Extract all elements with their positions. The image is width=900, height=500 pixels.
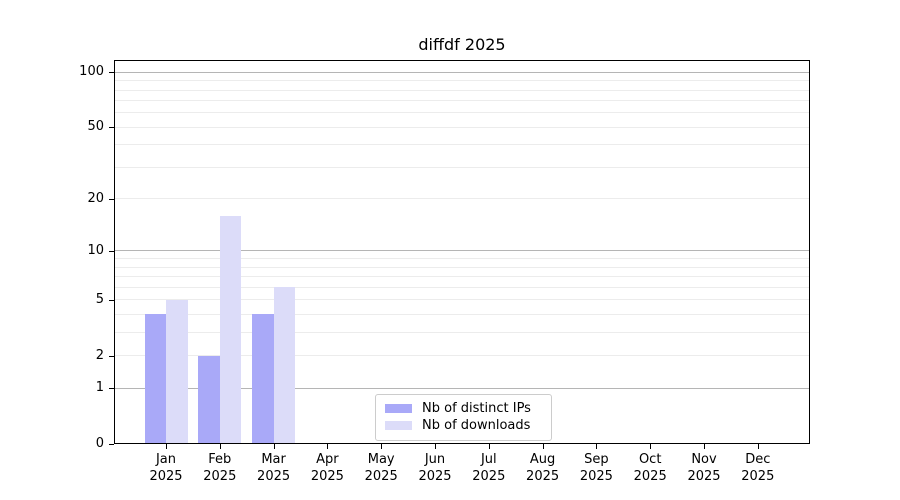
bar-distinct-ips [198, 355, 220, 444]
minor-gridline [115, 100, 809, 102]
bar-downloads [219, 215, 242, 444]
legend-label: Nb of distinct IPs [422, 401, 531, 416]
y-axis-tick-label: 10 [87, 242, 104, 258]
y-axis-tick [109, 355, 114, 357]
y-axis-tick [109, 250, 114, 252]
bar-downloads [166, 299, 188, 444]
month-label: Jun [424, 452, 446, 467]
legend-swatch [385, 404, 412, 413]
minor-gridline [115, 80, 809, 82]
y-axis-tick [109, 444, 114, 445]
chart-title: diffdf 2025 [418, 35, 506, 54]
y-axis-tick [109, 198, 114, 200]
x-axis-tick-label: Oct 2025 [620, 451, 680, 485]
month-label: Mar [261, 452, 286, 467]
y-axis-tick [109, 299, 114, 301]
y-axis-tick-label: 100 [79, 64, 104, 80]
bar-distinct-ips [144, 314, 166, 444]
year-label: 2025 [310, 469, 344, 484]
year-label: 2025 [418, 469, 452, 484]
x-axis-tick-label: Jul 2025 [459, 451, 519, 485]
year-label: 2025 [257, 469, 291, 484]
minor-gridline [115, 112, 809, 114]
y-axis-tick [109, 388, 114, 390]
minor-gridline [115, 299, 809, 301]
x-axis-tick [381, 444, 383, 449]
year-label: 2025 [741, 469, 775, 484]
year-label: 2025 [687, 469, 721, 484]
y-axis-tick-label: 5 [95, 291, 104, 307]
minor-gridline [115, 198, 809, 200]
x-axis-tick [488, 444, 490, 449]
x-axis-tick-label: Nov 2025 [674, 451, 734, 485]
x-axis-tick-label: May 2025 [351, 451, 411, 485]
x-axis-tick-label: Jun 2025 [405, 451, 465, 485]
y-axis-tick-label: 50 [87, 119, 104, 135]
x-axis-tick [757, 444, 759, 449]
minor-gridline [115, 89, 809, 91]
minor-gridline [115, 331, 809, 333]
major-gridline [115, 250, 809, 252]
year-label: 2025 [579, 469, 613, 484]
minor-gridline [115, 126, 809, 128]
year-label: 2025 [203, 469, 237, 484]
month-label: Jan [155, 452, 177, 467]
month-label: Dec [745, 452, 771, 467]
bar-distinct-ips [252, 314, 274, 444]
x-axis-tick [273, 444, 275, 449]
x-axis-tick [327, 444, 329, 449]
x-axis-tick [596, 444, 598, 449]
legend-swatch [385, 421, 412, 430]
x-axis-tick [219, 444, 221, 449]
y-axis-tick [109, 127, 114, 129]
month-label: May [367, 452, 395, 467]
x-axis-tick-label: Feb 2025 [190, 451, 250, 485]
year-label: 2025 [149, 469, 183, 484]
month-label: Jul [480, 452, 497, 467]
year-label: 2025 [472, 469, 506, 484]
major-gridline [115, 387, 809, 389]
y-axis-tick-label: 0 [95, 436, 104, 451]
minor-gridline [115, 266, 809, 268]
minor-gridline [115, 276, 809, 278]
x-axis-tick [704, 444, 705, 449]
y-axis-tick [109, 72, 114, 74]
year-label: 2025 [526, 469, 560, 484]
year-label: 2025 [364, 469, 398, 484]
x-axis-tick-label: Aug 2025 [513, 451, 573, 485]
legend-entry: Nb of downloads [385, 417, 542, 434]
x-axis-tick-label: Jan 2025 [136, 451, 196, 485]
y-axis-tick-label: 20 [87, 190, 104, 206]
month-label: Feb [208, 452, 232, 467]
x-axis-tick [435, 444, 436, 449]
major-gridline [115, 71, 809, 73]
month-label: Aug [529, 452, 556, 467]
y-axis-tick-label: 2 [95, 347, 104, 363]
y-axis-tick-label: 1 [95, 380, 104, 396]
x-axis-tick-label: Apr 2025 [297, 451, 357, 485]
x-axis-tick-label: Mar 2025 [244, 451, 304, 485]
plot-frame [114, 60, 810, 444]
legend-entry: Nb of distinct IPs [385, 400, 542, 417]
month-label: Apr [316, 452, 339, 467]
x-axis-tick [650, 444, 652, 449]
minor-gridline [115, 313, 809, 315]
month-label: Sep [584, 452, 609, 467]
minor-gridline [115, 167, 809, 168]
x-axis-tick-label: Sep 2025 [566, 451, 626, 485]
month-label: Oct [638, 452, 662, 467]
legend-label: Nb of downloads [422, 418, 531, 433]
bar-downloads [273, 287, 296, 444]
chart-legend: Nb of distinct IPs Nb of downloads [375, 394, 552, 441]
minor-gridline [115, 258, 809, 260]
x-axis-tick-label: Dec 2025 [728, 451, 788, 485]
x-axis-tick [166, 444, 167, 449]
month-label: Nov [691, 452, 717, 467]
minor-gridline [115, 286, 809, 288]
minor-gridline [115, 144, 809, 146]
x-axis-tick [542, 444, 544, 449]
year-label: 2025 [633, 469, 667, 484]
minor-gridline [115, 355, 809, 357]
